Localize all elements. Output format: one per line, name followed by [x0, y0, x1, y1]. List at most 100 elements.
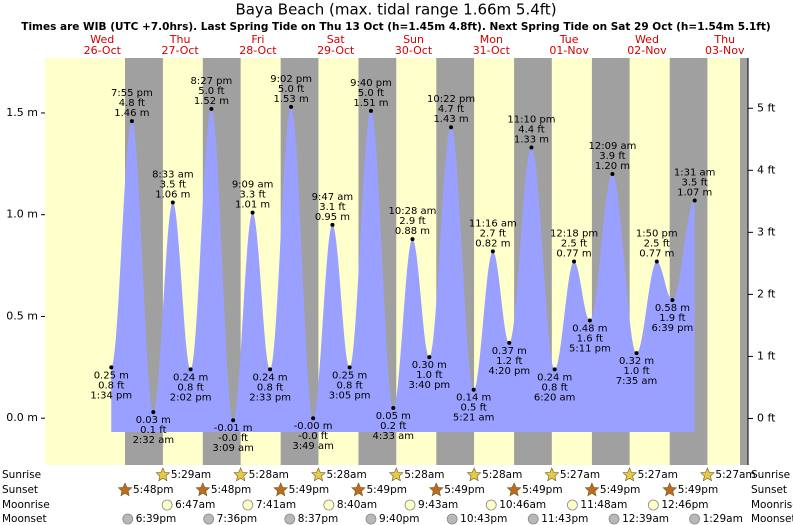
moonset-icon — [527, 513, 539, 525]
tide-height-m: 0.37 m — [492, 346, 527, 357]
tide-height-ft: 1.9 ft — [659, 313, 685, 324]
tide-height-ft: 2.9 ft — [399, 216, 425, 227]
tide-height-ft: 3.3 ft — [239, 190, 265, 201]
tide-time: 12:18 pm — [550, 229, 598, 240]
tide-point — [347, 365, 352, 370]
day-name: Sun — [403, 33, 424, 46]
moonset-time: 10:43pm — [460, 513, 507, 525]
day-name: Mon — [480, 33, 503, 46]
tide-point — [572, 259, 577, 264]
day-date: 26-Oct — [84, 44, 122, 57]
moonset-time: 12:39am — [622, 513, 669, 525]
y-tick-label: 1.0 m — [6, 208, 38, 221]
sunset-icon — [195, 482, 211, 497]
tide-area — [111, 106, 695, 432]
sunset-icon — [117, 482, 133, 497]
tide-point — [330, 222, 335, 227]
row-label: Sunrise — [2, 469, 41, 481]
tide-height-ft: 0.8 ft — [98, 380, 124, 391]
tide-height-ft: 4.8 ft — [119, 98, 145, 109]
tide-point — [391, 406, 396, 411]
day-name: Wed — [90, 33, 114, 46]
sunset-time: 5:48pm — [133, 484, 173, 496]
tide-point — [427, 355, 432, 360]
moonset-time: 1:29am — [703, 513, 743, 525]
tide-height-ft: 3.5 ft — [160, 179, 186, 190]
tide-point — [610, 171, 615, 176]
tide-point — [311, 416, 316, 421]
tide-height-m: 0.24 m — [173, 372, 208, 383]
y2-tick-label: 1 ft — [757, 349, 776, 362]
tide-height-m: 0.25 m — [94, 370, 129, 381]
tide-height-ft: 3.1 ft — [319, 202, 345, 213]
day-name: Thu — [713, 33, 735, 46]
sunrise-time: 5:27am — [560, 469, 600, 481]
tide-time: 1:34 pm — [90, 390, 132, 401]
tide-height-ft: 3.5 ft — [682, 177, 708, 188]
tide-point — [268, 367, 273, 372]
tide-height-ft: 0.1 ft — [140, 425, 166, 436]
moonset-time: 9:40pm — [379, 513, 419, 525]
day-date: 27-Oct — [161, 44, 199, 57]
sunset-time: 5:49pm — [678, 484, 718, 496]
tide-height-m: 0.88 m — [395, 226, 430, 237]
tide-time: 11:16 am — [469, 218, 517, 229]
moonrise-time: 9:43am — [418, 499, 458, 511]
tide-height-m: 1.01 m — [235, 200, 270, 211]
tide-height-m: 0.77 m — [556, 249, 591, 260]
tide-height-m: 0.25 m — [332, 370, 367, 381]
day-name: Sat — [327, 33, 346, 46]
row-label: Sunset — [751, 484, 787, 496]
tide-point — [109, 365, 114, 370]
tide-time: 8:33 am — [152, 169, 194, 180]
tide-point — [529, 145, 534, 150]
row-label: Sunset — [2, 484, 38, 496]
tide-height-ft: -0.0 ft — [218, 433, 248, 444]
sunrise-icon — [622, 467, 638, 482]
moonrise-icon — [161, 499, 173, 511]
tide-height-ft: 5.0 ft — [278, 84, 304, 95]
tide-point — [209, 106, 214, 111]
tide-point — [231, 418, 236, 423]
tide-height-m: 1.46 m — [114, 108, 149, 119]
tide-time: 8:27 pm — [191, 76, 233, 87]
tide-height-m: 0.24 m — [252, 372, 287, 383]
tide-height-ft: 0.8 ft — [177, 382, 203, 393]
tide-time: 5:21 am — [453, 413, 495, 424]
tide-height-ft: 4.4 ft — [518, 125, 544, 136]
moonset-icon — [365, 513, 377, 525]
moonrise-time: 6:47am — [175, 499, 215, 511]
y2-tick-label: 0 ft — [757, 411, 776, 424]
tide-height-m: -0.01 m — [214, 423, 253, 434]
moonrise-icon — [242, 499, 254, 511]
moonrise-time: 10:46am — [499, 499, 546, 511]
tide-time: 12:09 am — [589, 141, 637, 152]
tide-point — [289, 104, 294, 109]
moonrise-icon — [647, 499, 659, 511]
tide-time: 7:35 am — [616, 376, 658, 387]
tide-time: 10:22 pm — [427, 94, 475, 105]
tide-height-m: 0.58 m — [655, 303, 690, 314]
tide-time: 6:39 pm — [652, 323, 694, 334]
chart-subtitle: Times are WIB (UTC +7.0hrs). Last Spring… — [21, 21, 770, 33]
tide-height-ft: 0.2 ft — [380, 421, 406, 432]
tide-height-ft: 2.5 ft — [561, 239, 587, 250]
y-tick-label: 0.0 m — [6, 411, 38, 424]
tide-height-ft: 1.2 ft — [496, 356, 522, 367]
moonset-icon — [608, 513, 620, 525]
tide-time: 3:05 pm — [329, 390, 371, 401]
y-tick-label: 1.5 m — [6, 106, 38, 119]
tide-height-ft: 2.5 ft — [644, 239, 670, 250]
tide-point — [471, 387, 476, 392]
moonrise-icon — [567, 499, 578, 511]
tide-height-ft: 0.8 ft — [542, 382, 568, 393]
tide-height-m: 0.05 m — [376, 411, 411, 422]
moonset-icon — [203, 513, 215, 525]
day-date: 02-Nov — [627, 44, 667, 57]
tide-point — [129, 119, 134, 124]
tide-height-m: 1.06 m — [155, 189, 190, 200]
tide-time: 5:11 pm — [569, 344, 611, 355]
tide-time: 2:33 pm — [249, 392, 291, 403]
tide-height-ft: 1.6 ft — [577, 334, 603, 345]
